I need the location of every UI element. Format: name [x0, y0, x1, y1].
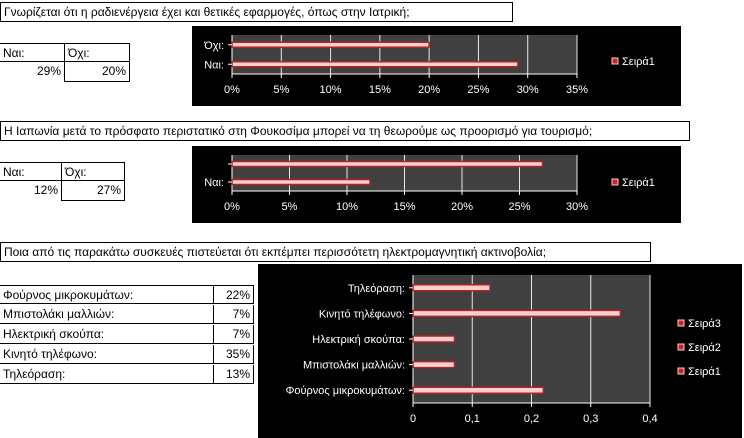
- q2-value-no[interactable]: 27%: [61, 181, 125, 201]
- legend-swatch: [677, 367, 685, 375]
- x-tick-label: 0%: [224, 201, 240, 213]
- q3-row-2-value[interactable]: 7%: [213, 305, 254, 324]
- category-label: Κινητό τηλέφωνο:: [319, 308, 405, 320]
- q3-row-5-value[interactable]: 13%: [213, 365, 254, 384]
- q3-row-3-value[interactable]: 7%: [213, 325, 254, 344]
- question-3-cell[interactable]: Ποια από τις παρακάτω συσκευές πιστεύετα…: [0, 242, 651, 262]
- question-1-cell[interactable]: Γνωρίζεται ότι η ραδιενέργεια έχει και θ…: [0, 2, 513, 22]
- plot-area: [232, 35, 577, 74]
- chart-2-svg: 0% 5% 10% 15% 20% 25% 30% Ναι: Σειρά1: [204, 155, 655, 213]
- category-label: Τηλεόραση:: [348, 283, 405, 295]
- bar: [231, 41, 430, 48]
- category-label: Φούρνος μικροκυμάτων:: [286, 385, 405, 397]
- q3-row-1-label[interactable]: Φούρνος μικροκυμάτων:: [0, 285, 213, 304]
- category-label: Όχι:: [203, 40, 224, 52]
- chart-1-svg: 0% 5% 10% 15% 20% 25% 30% 35% Ναι: Όχι: Σειρά1: [203, 35, 655, 96]
- x-tick-label: 0: [410, 413, 416, 425]
- x-tick-label: 10%: [320, 84, 342, 96]
- chart-1[interactable]: 0% 5% 10% 15% 20% 25% 30% 35% Ναι: Όχι: Σειρά1: [192, 26, 681, 106]
- q3-row-2-label[interactable]: Μπιστολάκι μαλλιών:: [0, 305, 213, 324]
- q3-row-5-label[interactable]: Τηλεόραση:: [0, 365, 213, 384]
- x-tick-label: 5%: [273, 84, 289, 96]
- chart-3-svg: 0 0,1 0,2 0,3 0,4 Φούρνος μικροκυμάτων: Μπιστο…: [286, 275, 721, 425]
- x-tick-label: 25%: [508, 201, 530, 213]
- question-2-cell[interactable]: Η Ιαπωνία μετά το πρόσφατο περιστατικό σ…: [0, 121, 690, 141]
- legend-label: Σειρά1: [622, 177, 655, 189]
- bar: [412, 309, 622, 318]
- x-tick-label: 0,4: [642, 413, 657, 425]
- legend-label: Σειρά3: [688, 318, 721, 330]
- x-tick-label: 0,3: [583, 413, 598, 425]
- q1-header-no[interactable]: Όχι:: [64, 43, 130, 62]
- q1-value-yes[interactable]: 29%: [36, 64, 61, 78]
- bar: [412, 360, 456, 369]
- x-tick-label: 35%: [566, 84, 588, 96]
- q2-header-yes[interactable]: Ναι:: [0, 162, 61, 181]
- bar: [231, 61, 519, 68]
- legend-swatch: [677, 343, 685, 351]
- bar: [412, 335, 456, 343]
- q1-header-yes[interactable]: Ναι:: [0, 43, 64, 62]
- q2-header-no[interactable]: Όχι:: [61, 162, 125, 181]
- bar: [231, 178, 371, 186]
- x-tick-label: 20%: [418, 84, 440, 96]
- legend-label: Σειρά2: [688, 342, 721, 354]
- x-tick-label: 20%: [451, 201, 473, 213]
- q3-row-4-value[interactable]: 35%: [213, 345, 254, 364]
- chart-2[interactable]: 0% 5% 10% 15% 20% 25% 30% Ναι: Σειρά1: [192, 146, 681, 223]
- legend-swatch: [611, 178, 619, 186]
- bar: [231, 160, 544, 168]
- x-tick-label: 0%: [224, 84, 240, 96]
- x-tick-label: 30%: [517, 84, 539, 96]
- bar: [412, 386, 545, 394]
- legend-label: Σειρά1: [622, 56, 655, 68]
- q3-row-1-value[interactable]: 22%: [213, 285, 254, 304]
- legend-swatch: [677, 319, 685, 327]
- category-label: Ναι:: [204, 177, 224, 189]
- x-tick-label: 5%: [282, 201, 298, 213]
- category-label: Μπιστολάκι μαλλιών:: [303, 360, 405, 372]
- x-tick-label: 25%: [467, 84, 489, 96]
- chart-3[interactable]: 0 0,1 0,2 0,3 0,4 Φούρνος μικροκυμάτων: Μπιστο…: [258, 264, 742, 438]
- x-tick-label: 10%: [336, 201, 358, 213]
- q2-value-yes[interactable]: 12%: [33, 183, 58, 197]
- bar: [412, 284, 491, 292]
- category-label: Ηλεκτρική σκούπα:: [312, 334, 405, 346]
- x-tick-label: 30%: [566, 201, 588, 213]
- q1-value-no[interactable]: 20%: [64, 62, 130, 82]
- x-tick-label: 0,2: [524, 413, 539, 425]
- x-tick-label: 15%: [369, 84, 391, 96]
- legend-label: Σειρά1: [688, 366, 721, 378]
- q3-row-3-label[interactable]: Ηλεκτρική σκούπα:: [0, 325, 213, 344]
- x-tick-label: 0,1: [465, 413, 480, 425]
- q3-row-4-label[interactable]: Κινητό τηλέφωνο:: [0, 345, 213, 364]
- category-label: Ναι:: [204, 59, 224, 71]
- legend-swatch: [611, 57, 619, 65]
- q3-table: Φούρνος μικροκυμάτων: 22% Μπιστολάκι μαλ…: [0, 285, 254, 385]
- x-tick-label: 15%: [393, 201, 415, 213]
